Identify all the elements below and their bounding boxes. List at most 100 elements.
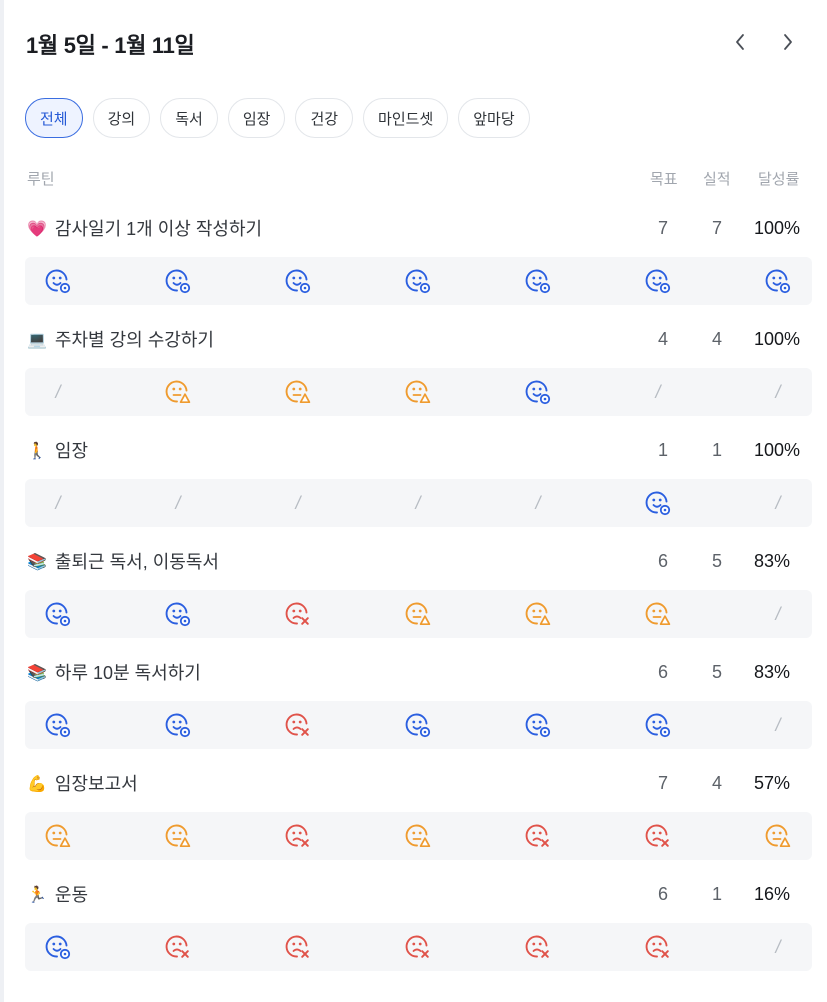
- routine-emoji-icon: 💪: [27, 773, 47, 793]
- day-status-done[interactable]: [38, 701, 78, 749]
- routine-row[interactable]: 🏃 운동 6 1 16% /: [25, 879, 812, 981]
- day-empty-slot[interactable]: /: [278, 479, 318, 527]
- routine-row[interactable]: 📚 출퇴근 독서, 이동독서 6 5 83% /: [25, 546, 812, 648]
- routine-rate-value: 100%: [754, 217, 801, 238]
- weekly-status-strip: /: [25, 923, 812, 971]
- weekly-status-strip: /: [25, 701, 812, 749]
- day-status-missed[interactable]: [518, 923, 558, 971]
- sad-face-x-icon: [285, 713, 309, 736]
- routine-title: 📚 하루 10분 독서하기: [27, 657, 201, 687]
- sad-face-x-icon: [285, 935, 309, 958]
- neutral-face-warning-icon: [165, 824, 191, 848]
- routine-actual-value: 7: [712, 217, 723, 238]
- day-status-done[interactable]: [518, 257, 558, 305]
- day-status-partial[interactable]: [398, 590, 438, 638]
- day-status-done[interactable]: [278, 257, 318, 305]
- neutral-face-warning-icon: [45, 824, 71, 848]
- day-empty-slot[interactable]: /: [758, 590, 798, 638]
- day-status-missed[interactable]: [278, 701, 318, 749]
- day-status-done[interactable]: [638, 701, 678, 749]
- day-empty-slot[interactable]: /: [758, 923, 798, 971]
- day-empty-slot[interactable]: /: [518, 479, 558, 527]
- left-divider: [0, 0, 4, 1002]
- smile-face-check-icon: [645, 713, 671, 738]
- routine-row[interactable]: 💻 주차별 강의 수강하기 4 4 100% / / /: [25, 324, 812, 426]
- day-status-done[interactable]: [158, 257, 198, 305]
- smile-face-check-icon: [45, 713, 71, 738]
- next-week-button[interactable]: [773, 26, 803, 58]
- day-status-done[interactable]: [758, 257, 798, 305]
- day-empty-slot[interactable]: /: [398, 479, 438, 527]
- day-status-partial[interactable]: [158, 812, 198, 860]
- day-status-done[interactable]: [158, 590, 198, 638]
- filter-chip-reading[interactable]: 독서: [160, 98, 218, 138]
- weekly-status-strip: / / / / / /: [25, 479, 812, 527]
- day-status-partial[interactable]: [158, 368, 198, 416]
- routine-actual-value: 4: [712, 772, 723, 793]
- day-status-missed[interactable]: [398, 923, 438, 971]
- previous-week-button[interactable]: [725, 26, 755, 58]
- smile-face-check-icon: [285, 269, 311, 294]
- smile-face-check-icon: [525, 269, 551, 294]
- filter-chip-front-yard[interactable]: 앞마당: [458, 98, 530, 138]
- routine-row[interactable]: 💗 감사일기 1개 이상 작성하기 7 7 100%: [25, 213, 812, 315]
- routine-title: 📚 출퇴근 독서, 이동독서: [27, 546, 219, 576]
- column-header-goal: 목표: [650, 171, 678, 188]
- neutral-face-warning-icon: [165, 380, 191, 404]
- day-status-partial[interactable]: [398, 368, 438, 416]
- weekly-status-strip: / / /: [25, 368, 812, 416]
- day-empty-slot[interactable]: /: [758, 368, 798, 416]
- neutral-face-warning-icon: [405, 824, 431, 848]
- day-status-missed[interactable]: [638, 923, 678, 971]
- filter-chip-all[interactable]: 전체: [25, 98, 83, 138]
- routine-title: 🚶 임장: [27, 435, 88, 465]
- day-status-partial[interactable]: [518, 590, 558, 638]
- day-status-done[interactable]: [518, 701, 558, 749]
- smile-face-check-icon: [405, 269, 431, 294]
- day-status-missed[interactable]: [278, 590, 318, 638]
- day-empty-slot[interactable]: /: [758, 701, 798, 749]
- routine-row[interactable]: 🚶 임장 1 1 100% / / / / / /: [25, 435, 812, 537]
- day-status-missed[interactable]: [158, 923, 198, 971]
- day-status-partial[interactable]: [758, 812, 798, 860]
- filter-chip-field-visit[interactable]: 임장: [227, 98, 286, 138]
- day-empty-slot[interactable]: /: [638, 368, 678, 416]
- day-status-done[interactable]: [518, 368, 558, 416]
- day-empty-slot[interactable]: /: [38, 368, 78, 416]
- routine-actual-value: 5: [712, 550, 723, 571]
- smile-face-check-icon: [525, 713, 551, 738]
- neutral-face-warning-icon: [405, 602, 431, 626]
- day-status-done[interactable]: [638, 479, 678, 527]
- day-status-partial[interactable]: [398, 812, 438, 860]
- routine-emoji-icon: 💗: [27, 218, 47, 238]
- slash-icon: /: [295, 492, 301, 513]
- day-empty-slot[interactable]: /: [38, 479, 78, 527]
- filter-chip-mindset[interactable]: 마인드셋: [363, 98, 449, 138]
- day-status-partial[interactable]: [638, 590, 678, 638]
- routine-name: 운동: [54, 885, 89, 905]
- day-status-done[interactable]: [38, 590, 78, 638]
- day-status-done[interactable]: [38, 257, 78, 305]
- category-filter-bar: 전체 강의 독서 임장 건강 마인드셋 앞마당: [25, 98, 530, 138]
- day-status-missed[interactable]: [278, 923, 318, 971]
- day-empty-slot[interactable]: /: [158, 479, 198, 527]
- day-status-done[interactable]: [158, 701, 198, 749]
- smile-face-check-icon: [645, 491, 671, 516]
- routine-title: 💗 감사일기 1개 이상 작성하기: [27, 213, 262, 243]
- day-status-partial[interactable]: [278, 368, 318, 416]
- day-status-done[interactable]: [398, 257, 438, 305]
- day-status-done[interactable]: [398, 701, 438, 749]
- filter-chip-lecture[interactable]: 강의: [92, 98, 151, 138]
- filter-chip-health[interactable]: 건강: [295, 98, 354, 138]
- day-status-missed[interactable]: [638, 812, 678, 860]
- neutral-face-warning-icon: [405, 380, 431, 404]
- routine-row[interactable]: 💪 임장보고서 7 4 57%: [25, 768, 812, 870]
- routine-row[interactable]: 📚 하루 10분 독서하기 6 5 83% /: [25, 657, 812, 759]
- day-empty-slot[interactable]: /: [758, 479, 798, 527]
- day-status-missed[interactable]: [518, 812, 558, 860]
- day-status-partial[interactable]: [38, 812, 78, 860]
- day-status-done[interactable]: [38, 923, 78, 971]
- day-status-missed[interactable]: [278, 812, 318, 860]
- day-status-done[interactable]: [638, 257, 678, 305]
